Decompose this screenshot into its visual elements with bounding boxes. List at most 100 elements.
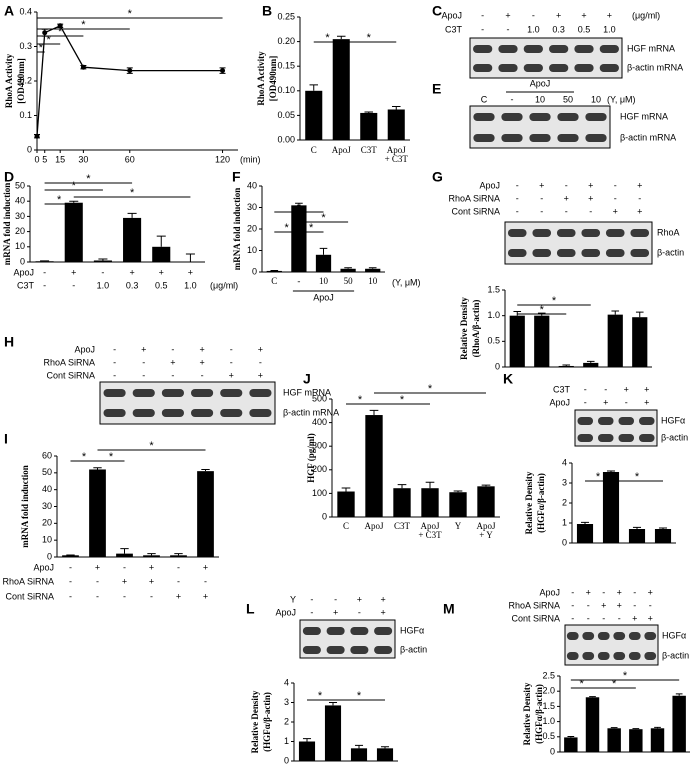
y-axis-label: mRNA fold induction — [2, 183, 12, 266]
error-bar — [610, 727, 618, 729]
error-bar — [336, 35, 346, 40]
significance-label: * — [297, 202, 302, 214]
significance-label: * — [149, 440, 154, 452]
panel-letter: F — [232, 169, 241, 185]
blot-band — [191, 389, 214, 397]
treatment-mark: - — [230, 344, 233, 354]
unit-label: (μg/ml) — [632, 10, 660, 20]
y-tick-label: 0.15 — [277, 61, 295, 71]
treatment-mark: + — [607, 10, 612, 20]
treatment-mark: - — [43, 280, 46, 290]
treatment-mark: + — [380, 594, 385, 604]
x-tick-label: C3T — [360, 145, 377, 155]
error-bar — [589, 696, 596, 698]
y-tick-label: 3 — [284, 697, 289, 707]
panel-letter: G — [432, 169, 443, 185]
bar — [116, 553, 133, 557]
blot-band — [350, 646, 369, 654]
unit-label: (Y, μM) — [607, 94, 636, 104]
y-tick-label: 1.5 — [542, 701, 555, 711]
y-axis-label: [OD490nm] — [16, 58, 26, 104]
blot-frame — [504, 221, 653, 265]
treatment-mark: - — [638, 193, 641, 203]
treatment-mark: - — [481, 10, 484, 20]
treatment-mark: - — [310, 594, 313, 604]
treatment-mark: + — [176, 591, 181, 601]
bar — [576, 524, 594, 543]
blot-band — [103, 389, 126, 397]
y-axis-label: Relative Density — [524, 471, 534, 534]
blot-band — [374, 627, 393, 635]
blot-band — [581, 229, 601, 237]
treatment-mark: + — [588, 193, 593, 203]
treatment-name: RhoA SiRNA — [448, 193, 500, 203]
treatment-mark: + — [95, 562, 100, 572]
blot-band — [644, 632, 657, 640]
treatment-mark: - — [204, 576, 207, 586]
treatment-mark: 1.0 — [603, 24, 616, 34]
blot-band — [532, 229, 552, 237]
treatment-mark: + — [556, 10, 561, 20]
bar — [143, 555, 160, 557]
y-tick-label: 0.4 — [19, 6, 32, 16]
error-bar — [562, 364, 571, 366]
data-point — [127, 68, 133, 74]
panel-letter: A — [4, 3, 14, 19]
y-tick-label: 30 — [247, 202, 257, 212]
treatment-mark: - — [633, 587, 636, 597]
blot-band — [326, 646, 345, 654]
treatment-mark: - — [123, 562, 126, 572]
y-tick-label: 0.20 — [277, 36, 295, 46]
error-bar — [675, 693, 683, 696]
y-tick-label: 0.00 — [277, 134, 295, 144]
treatment-mark: + — [637, 180, 642, 190]
blot-band — [191, 409, 214, 417]
error-bar — [397, 484, 407, 489]
treatment-mark: + — [129, 267, 134, 277]
treatment-mark: + — [71, 267, 76, 277]
blot-band — [473, 134, 495, 142]
panel-letter: E — [432, 81, 441, 97]
y-tick-label: 4 — [284, 677, 289, 687]
treatment-mark: + — [539, 180, 544, 190]
bar — [35, 261, 54, 262]
bar — [509, 315, 525, 367]
data-point — [220, 68, 226, 74]
band-label: β-actin — [657, 247, 684, 257]
treatment-mark: - — [201, 370, 204, 380]
blot-band — [529, 134, 551, 142]
significance-label: * — [109, 451, 114, 463]
bar — [629, 729, 643, 752]
blot-band — [644, 652, 657, 660]
treatment-name: Cont SiRNA — [5, 591, 54, 601]
treatment-mark: + — [170, 357, 175, 367]
treatment-mark: - — [69, 576, 72, 586]
bar — [337, 491, 355, 517]
significance-label: * — [635, 471, 640, 483]
bar — [315, 254, 332, 272]
blot-band — [605, 249, 625, 257]
blot-band — [532, 249, 552, 257]
treatment-mark: - — [177, 576, 180, 586]
panel-letter: L — [246, 601, 255, 617]
bar — [298, 741, 316, 761]
blot-band — [577, 417, 594, 425]
treatment-mark: + — [581, 10, 586, 20]
treatment-name: C3T — [445, 24, 463, 34]
band-label: HGF mRNA — [283, 387, 331, 397]
treatment-mark: + — [149, 576, 154, 586]
y-tick-label: 0 — [562, 537, 567, 547]
blot-band — [473, 64, 493, 72]
treatment-mark: + — [601, 600, 606, 610]
significance-label: * — [39, 42, 44, 54]
blot-band — [597, 652, 610, 660]
y-tick-label: 20 — [42, 518, 52, 528]
treatment-mark: + — [159, 267, 164, 277]
data-point — [57, 23, 63, 29]
y-tick-label: 2.0 — [542, 686, 555, 696]
bar — [93, 260, 112, 262]
bar — [266, 270, 282, 272]
error-bar — [309, 84, 319, 91]
band-label: β-actin — [662, 650, 689, 660]
y-tick-label: 0 — [252, 266, 257, 276]
